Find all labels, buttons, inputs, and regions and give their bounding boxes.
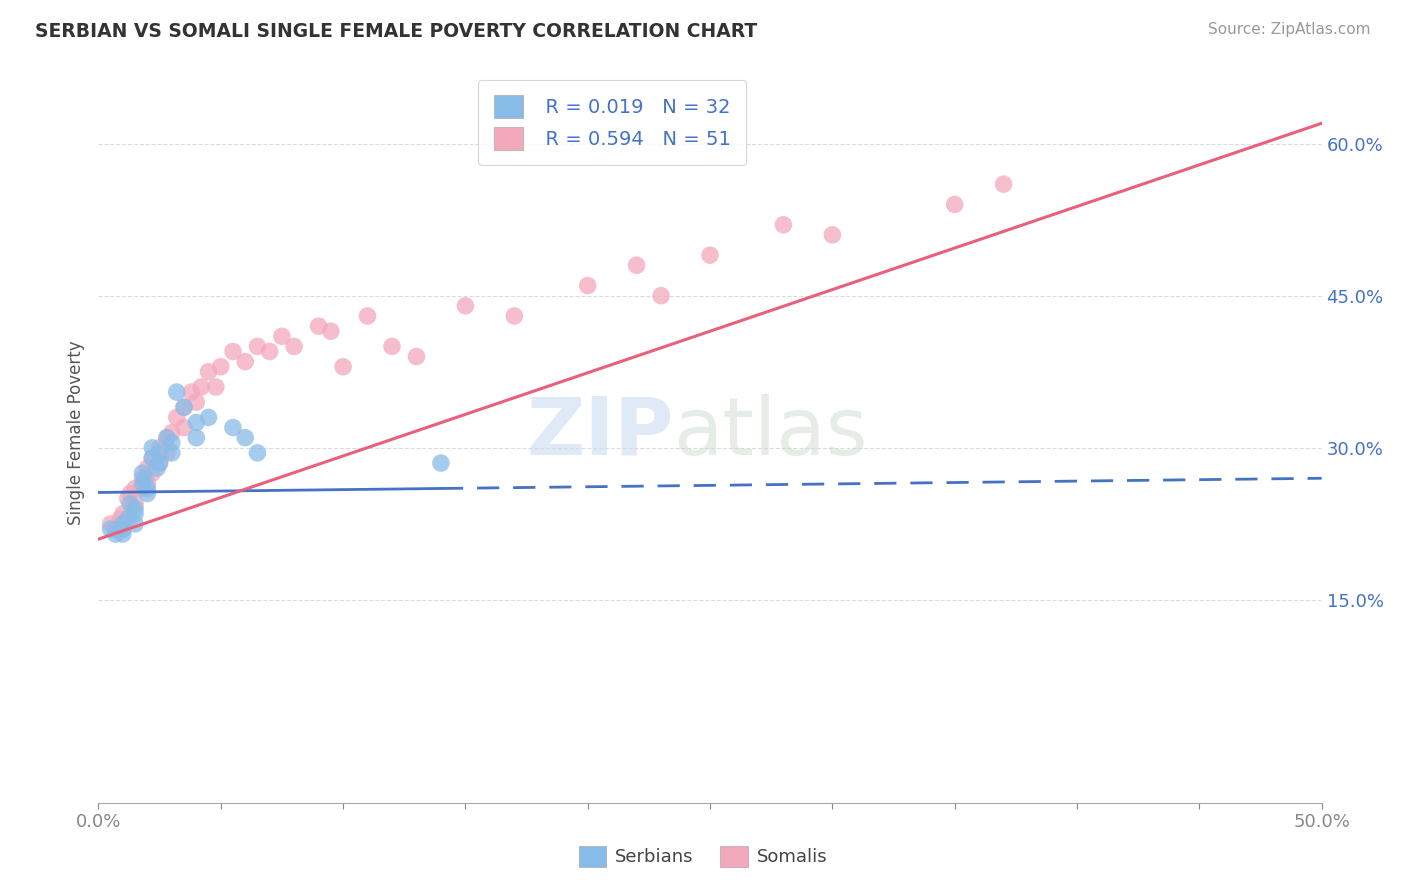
Point xyxy=(319,324,342,338)
Point xyxy=(283,339,305,353)
Point xyxy=(180,385,202,400)
Point xyxy=(503,309,526,323)
Point xyxy=(111,522,134,536)
Point xyxy=(270,329,294,343)
Point xyxy=(149,441,172,455)
Point xyxy=(136,482,159,496)
Point xyxy=(131,466,153,480)
Text: atlas: atlas xyxy=(673,393,868,472)
Point xyxy=(131,482,153,496)
Point xyxy=(993,177,1015,191)
Point xyxy=(222,420,245,434)
Point xyxy=(166,410,188,425)
Point xyxy=(124,516,146,531)
Point xyxy=(124,482,146,496)
Point xyxy=(332,359,354,374)
Point xyxy=(650,289,672,303)
Point xyxy=(186,431,208,445)
Point xyxy=(104,527,127,541)
Point xyxy=(160,425,183,440)
Legend: Serbians, Somalis: Serbians, Somalis xyxy=(572,838,834,874)
Point xyxy=(222,344,245,359)
Point xyxy=(141,450,163,465)
Point xyxy=(111,522,134,536)
Point xyxy=(173,420,195,434)
Point xyxy=(134,471,156,485)
Point xyxy=(699,248,721,262)
Point xyxy=(156,446,179,460)
Point xyxy=(117,491,139,506)
Point xyxy=(173,401,195,415)
Point xyxy=(205,380,228,394)
Point xyxy=(454,299,477,313)
Point xyxy=(233,354,256,368)
Point xyxy=(100,522,122,536)
Point xyxy=(149,456,172,470)
Point xyxy=(104,522,127,536)
Point xyxy=(186,416,208,430)
Point xyxy=(576,278,599,293)
Point xyxy=(405,350,427,364)
Point xyxy=(156,431,179,445)
Point xyxy=(141,466,163,480)
Point xyxy=(246,446,269,460)
Y-axis label: Single Female Poverty: Single Female Poverty xyxy=(66,341,84,524)
Point xyxy=(141,450,163,465)
Point xyxy=(149,446,172,460)
Point xyxy=(246,339,269,353)
Point xyxy=(197,410,219,425)
Point xyxy=(117,512,139,526)
Point xyxy=(173,401,195,415)
Point xyxy=(110,512,132,526)
Point xyxy=(111,516,134,531)
Point xyxy=(149,456,172,470)
Point xyxy=(772,218,794,232)
Point xyxy=(156,431,179,445)
Point xyxy=(141,441,163,455)
Point xyxy=(186,395,208,409)
Point xyxy=(136,461,159,475)
Point xyxy=(233,431,256,445)
Point xyxy=(190,380,212,394)
Point xyxy=(209,359,232,374)
Point xyxy=(111,527,134,541)
Text: Source: ZipAtlas.com: Source: ZipAtlas.com xyxy=(1208,22,1371,37)
Point xyxy=(160,446,183,460)
Point xyxy=(381,339,404,353)
Point xyxy=(120,497,142,511)
Text: ZIP: ZIP xyxy=(526,393,673,472)
Point xyxy=(100,516,122,531)
Point xyxy=(356,309,378,323)
Point xyxy=(131,476,153,491)
Point xyxy=(259,344,281,359)
Point xyxy=(124,497,146,511)
Point xyxy=(943,197,966,211)
Point xyxy=(136,486,159,500)
Point xyxy=(160,435,183,450)
Point xyxy=(136,476,159,491)
Text: SERBIAN VS SOMALI SINGLE FEMALE POVERTY CORRELATION CHART: SERBIAN VS SOMALI SINGLE FEMALE POVERTY … xyxy=(35,22,758,41)
Point xyxy=(626,258,648,272)
Point xyxy=(124,501,146,516)
Point xyxy=(197,365,219,379)
Point xyxy=(111,507,134,521)
Point xyxy=(430,456,453,470)
Point xyxy=(166,385,188,400)
Point xyxy=(131,471,153,485)
Legend:   R = 0.019   N = 32,   R = 0.594   N = 51: R = 0.019 N = 32, R = 0.594 N = 51 xyxy=(478,79,747,165)
Point xyxy=(821,227,844,242)
Point xyxy=(308,319,330,334)
Point xyxy=(120,486,142,500)
Point xyxy=(146,461,169,475)
Point xyxy=(124,507,146,521)
